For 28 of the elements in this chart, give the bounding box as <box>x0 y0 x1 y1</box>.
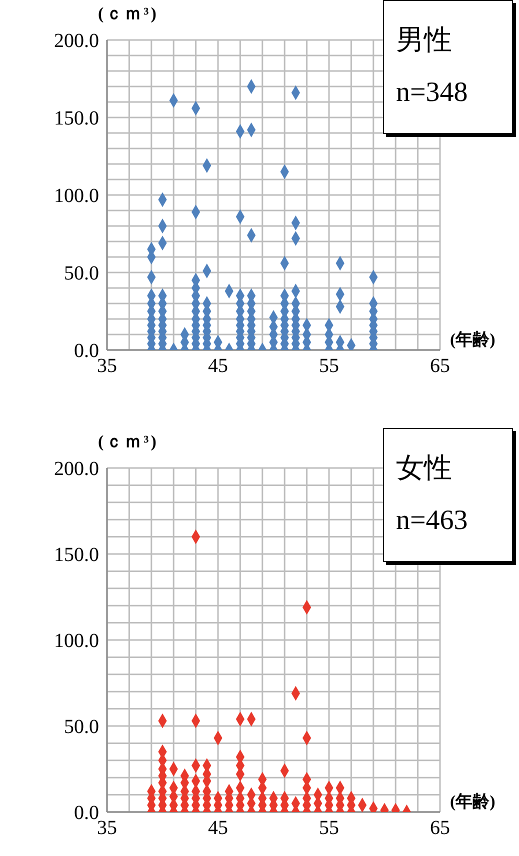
annotation: n=463 <box>396 504 469 538</box>
x-axis-title: (年齢) <box>450 329 496 351</box>
x-tick-label: 45 <box>208 355 228 378</box>
y-tick-label: 150.0 <box>54 108 99 130</box>
y-axis-title: (ｃｍ³) <box>98 3 158 25</box>
y-tick-label: 100.0 <box>54 185 99 208</box>
x-tick-label: 55 <box>319 355 339 378</box>
y-tick-label: 50.0 <box>64 716 99 738</box>
text-box: 女性 n=463 <box>383 428 513 562</box>
x-tick-label: 55 <box>319 817 339 840</box>
x-tick-label: 65 <box>430 355 450 378</box>
y-tick-label: 200.0 <box>54 30 99 52</box>
x-tick-label: 35 <box>97 817 117 840</box>
text-box: 男性 n=348 <box>383 0 513 134</box>
annotation: n=348 <box>396 76 469 110</box>
x-axis-title: (年齢) <box>450 791 496 813</box>
y-tick-label: 200.0 <box>54 458 99 480</box>
annotation: 男性 <box>396 24 453 58</box>
x-tick-label: 65 <box>430 817 450 840</box>
y-tick-label: 0.0 <box>74 802 99 824</box>
y-tick-label: 0.0 <box>74 340 99 362</box>
y-axis-title: (ｃｍ³) <box>98 431 158 453</box>
y-tick-label: 100.0 <box>54 630 99 652</box>
y-tick-label: 50.0 <box>64 262 99 285</box>
x-tick-label: 35 <box>97 355 117 378</box>
x-tick-label: 45 <box>208 817 228 840</box>
annotation: 女性 <box>396 452 453 486</box>
y-tick-label: 150.0 <box>54 544 99 566</box>
